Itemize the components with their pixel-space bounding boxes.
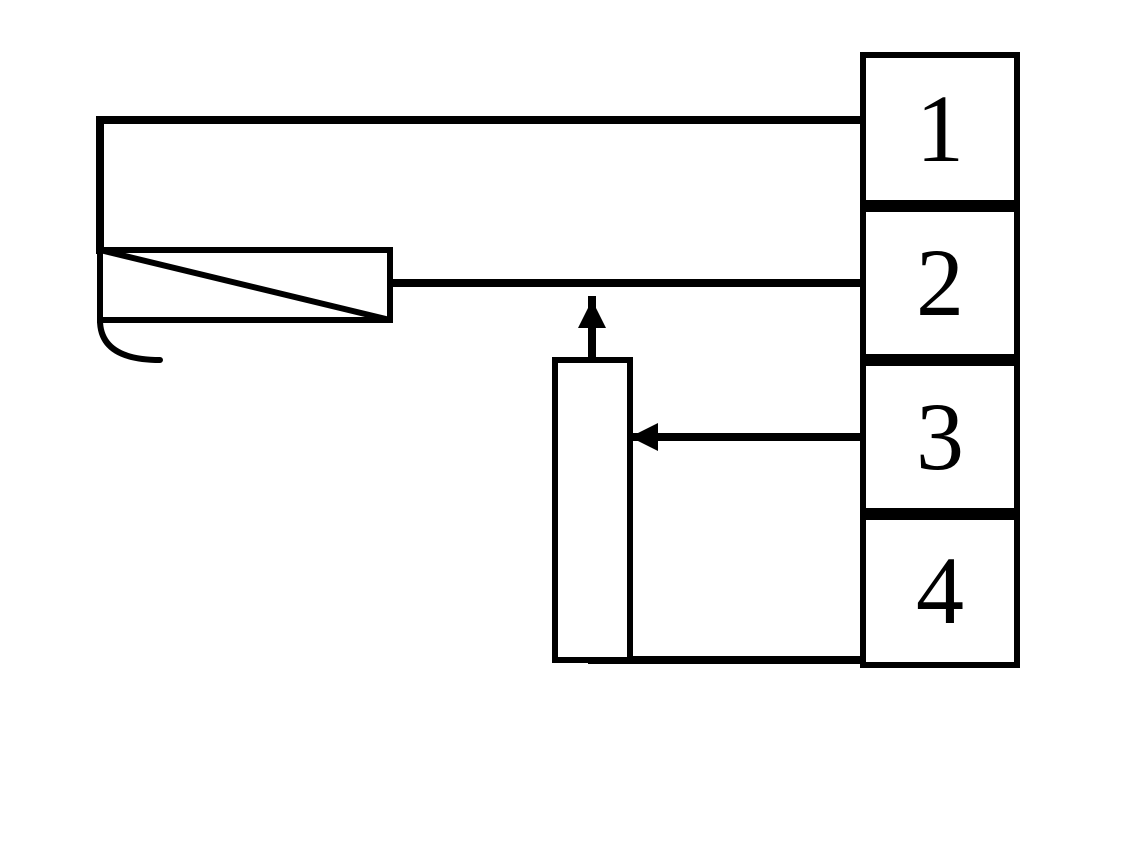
label-box-3: 3 [860,360,1020,514]
label-text: 4 [916,543,964,639]
label-box-4: 4 [860,514,1020,668]
label-box-1: 1 [860,52,1020,206]
label-text: 2 [916,235,964,331]
label-text: 3 [916,389,964,485]
label-box-2: 2 [860,206,1020,360]
label-text: 1 [916,81,964,177]
